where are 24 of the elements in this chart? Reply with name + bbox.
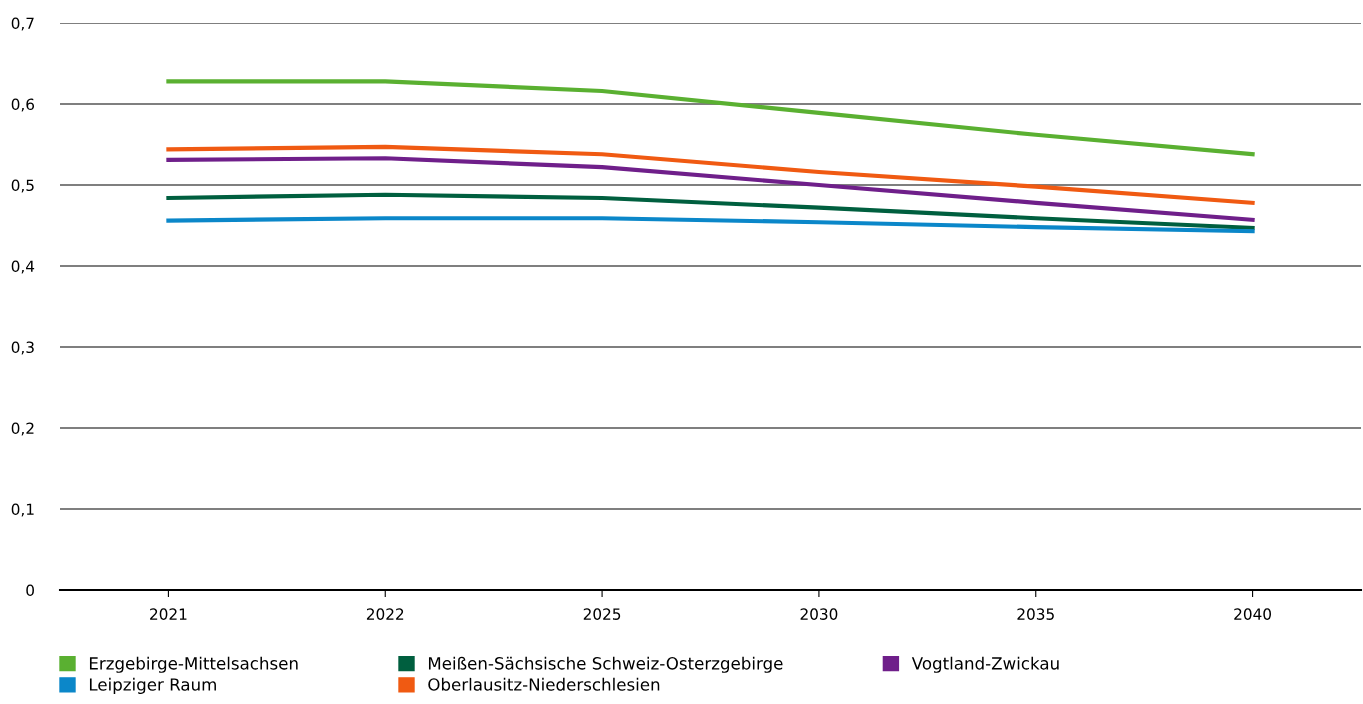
x-tick-label: 2030 [800, 608, 838, 620]
line-series [166, 144, 1255, 205]
x-tick-label: 2025 [583, 608, 621, 620]
line-series [166, 192, 1255, 231]
x-tick-label: 2040 [1234, 608, 1272, 620]
y-tick-label: 0 [26, 584, 34, 597]
x-tick-label: 2035 [1017, 608, 1054, 620]
line-series [166, 79, 1255, 157]
y-tick-label: 0,2 [11, 422, 34, 436]
line-series [166, 216, 1255, 234]
legend-label: Oberlausitz-Niederschlesien [428, 677, 660, 691]
y-tick-label: 0,6 [11, 98, 35, 112]
y-tick-label: 0,5 [11, 179, 34, 193]
y-tick-label: 0,7 [11, 17, 34, 31]
legend-label: Leipziger Raum [89, 677, 216, 694]
legend-label: Erzgebirge-Mittelsachsen [89, 656, 298, 673]
y-tick-label: 0,4 [11, 260, 35, 274]
legend-label: Vogtland-Zwickau [911, 656, 1059, 673]
y-tick-label: 0,1 [11, 503, 34, 517]
legend-label: Meißen-Sächsische Schweiz-Osterzgebirge [428, 656, 783, 673]
x-tick-label: 2021 [150, 608, 187, 620]
line-series [166, 156, 1255, 222]
y-tick-label: 0,3 [11, 341, 34, 355]
x-tick-label: 2022 [366, 608, 404, 620]
